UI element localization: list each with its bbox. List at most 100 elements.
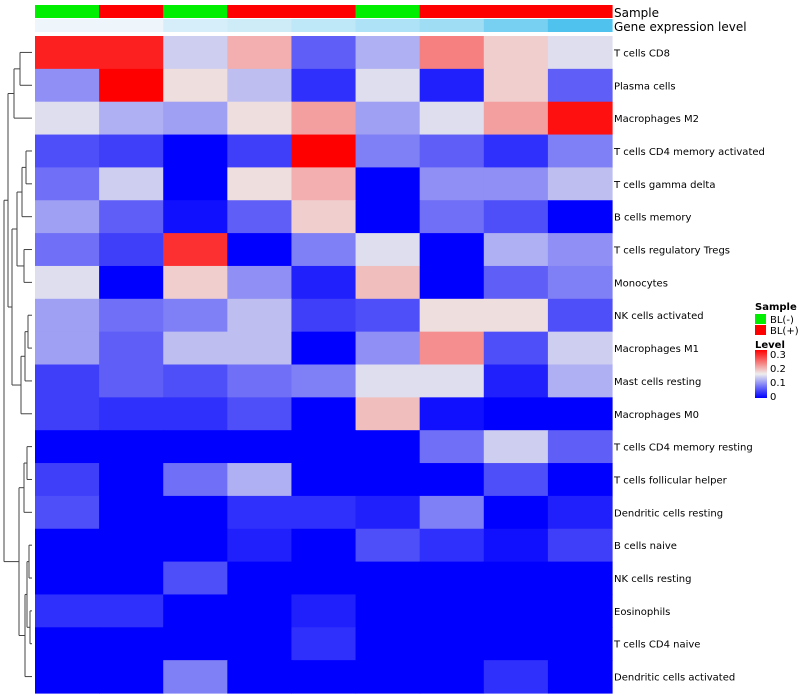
expression-track-cell — [163, 19, 228, 32]
heatmap-cell — [163, 298, 228, 333]
heatmap-cell — [35, 167, 100, 201]
heatmap-cell — [483, 68, 549, 103]
heatmap-cell — [99, 200, 164, 234]
sample-annotation-track — [35, 5, 613, 18]
heatmap-cell — [35, 660, 100, 694]
heatmap-cell — [419, 200, 485, 234]
heatmap-cell — [547, 233, 613, 267]
heatmap-cell — [227, 397, 293, 431]
heatmap-cell — [483, 167, 549, 201]
heatmap-cell — [355, 134, 421, 168]
heatmap-cell — [99, 298, 164, 333]
heatmap-cell — [163, 134, 228, 168]
sample-track-cell — [227, 5, 293, 18]
heatmap-cell — [99, 463, 164, 497]
heatmap-cell — [291, 594, 357, 628]
heatmap-cell — [163, 463, 228, 497]
heatmap-cell — [291, 265, 357, 300]
heatmap-cell — [547, 397, 613, 431]
heatmap-cell — [163, 430, 228, 464]
row-label: T cells follicular helper — [613, 476, 728, 487]
heatmap-cell — [419, 265, 485, 300]
heatmap-cell — [163, 495, 228, 530]
heatmap-cell — [227, 430, 293, 464]
heatmap-cells — [35, 36, 613, 694]
row-label: NK cells resting — [614, 574, 691, 585]
sample-track-cell — [99, 5, 164, 18]
heatmap-cell — [99, 627, 164, 661]
heatmap-cell — [483, 430, 549, 464]
sample-track-cell — [163, 5, 228, 18]
sample-track-cell — [419, 5, 485, 18]
row-label: B cells naive — [614, 541, 677, 552]
heatmap-cell — [355, 265, 421, 300]
heatmap-cell — [99, 397, 164, 431]
heatmap-cell — [163, 397, 228, 431]
legend-swatch-bl-plus — [755, 325, 766, 335]
heatmap-cell — [547, 594, 613, 628]
heatmap-cell — [419, 101, 485, 136]
heatmap-cell — [483, 495, 549, 530]
heatmap-cell — [355, 397, 421, 431]
heatmap-cell — [163, 364, 228, 398]
heatmap-cell — [355, 167, 421, 201]
heatmap-cell — [99, 660, 164, 694]
legend-sample-title: Sample — [755, 302, 797, 313]
expression-track-label: Gene expression level — [614, 20, 747, 34]
heatmap-cell — [291, 101, 357, 136]
heatmap-cell — [547, 495, 613, 530]
heatmap-cell — [35, 298, 100, 333]
heatmap-cell — [419, 68, 485, 103]
expression-track-cell — [547, 19, 613, 32]
heatmap-cell — [483, 298, 549, 333]
heatmap-cell — [355, 463, 421, 497]
heatmap-cell — [35, 495, 100, 530]
heatmap-cell — [99, 68, 164, 103]
heatmap-cell — [163, 200, 228, 234]
row-label: T cells CD4 memory resting — [613, 443, 753, 454]
heatmap-cell — [483, 331, 549, 366]
row-label: Macrophages M0 — [614, 410, 699, 421]
heatmap-cell — [99, 167, 164, 201]
heatmap-cell — [99, 331, 164, 366]
heatmap-cell — [547, 298, 613, 333]
legend-level-tick: 0.3 — [770, 350, 786, 361]
heatmap-cell — [419, 594, 485, 628]
heatmap-cell — [547, 68, 613, 103]
heatmap-cell — [419, 528, 485, 563]
heatmap-cell — [227, 68, 293, 103]
row-labels: T cells CD8 Plasma cells Macrophages M2 T c… — [613, 48, 765, 683]
row-label: Monocytes — [614, 278, 668, 289]
heatmap-cell — [483, 463, 549, 497]
heatmap-cell — [291, 495, 357, 530]
row-label: T cells CD4 memory activated — [613, 147, 765, 158]
heatmap-cell — [227, 36, 293, 70]
heatmap-cell — [227, 233, 293, 267]
heatmap-cell — [35, 594, 100, 628]
expression-track-cell — [99, 19, 164, 32]
legend-label-bl-plus: BL(+) — [770, 326, 799, 337]
legend-swatch-bl-minus — [755, 314, 766, 324]
heatmap-cell — [291, 200, 357, 234]
heatmap-cell — [547, 101, 613, 136]
heatmap-cell — [291, 233, 357, 267]
heatmap-cell — [547, 200, 613, 234]
heatmap-cell — [483, 364, 549, 398]
heatmap-cell — [291, 528, 357, 563]
sample-track-label: Sample — [614, 6, 659, 20]
expression-track-cell — [35, 19, 100, 32]
heatmap-cell — [483, 200, 549, 234]
heatmap-cell — [99, 495, 164, 530]
heatmap-cell — [483, 627, 549, 661]
heatmap-cell — [163, 528, 228, 563]
heatmap-cell — [355, 495, 421, 530]
heatmap-cell — [291, 561, 357, 596]
heatmap-cell — [163, 167, 228, 201]
heatmap-cell — [35, 463, 100, 497]
heatmap-cell — [547, 364, 613, 398]
heatmap-cell — [355, 233, 421, 267]
heatmap-cell — [35, 331, 100, 366]
heatmap-cell — [419, 495, 485, 530]
heatmap-cell — [547, 660, 613, 694]
